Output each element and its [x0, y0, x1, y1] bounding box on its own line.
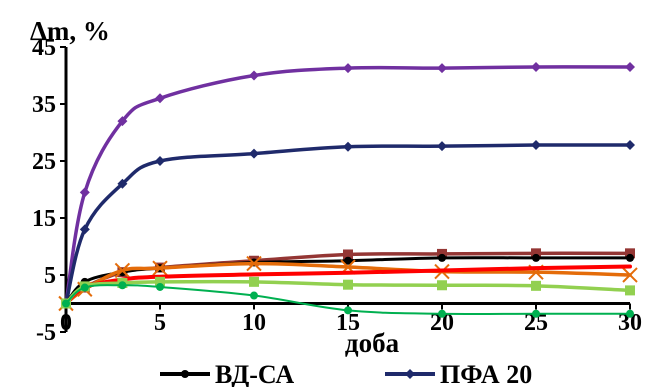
data-point [343, 279, 353, 290]
data-point [438, 253, 446, 262]
x-tick-label: 0 [60, 310, 72, 336]
data-point [249, 70, 259, 81]
legend-item-1: ПФА 20 [385, 360, 532, 387]
data-point [246, 255, 262, 272]
x-tick-label: 10 [242, 310, 266, 336]
data-point [117, 178, 128, 189]
marker-stroke [622, 267, 638, 283]
data-point [117, 116, 128, 127]
data-point [249, 276, 259, 287]
marker-stroke [246, 255, 262, 272]
data-point [344, 256, 352, 265]
series-line [64, 261, 632, 306]
legend-item-0: ВД-СА [160, 360, 294, 387]
data-point [437, 63, 447, 74]
data-point [114, 262, 131, 279]
data-point [344, 306, 352, 315]
legend-marker [405, 369, 415, 379]
x-tick-label: 5 [154, 310, 166, 336]
data-point [531, 280, 541, 291]
series-1 [61, 140, 635, 309]
data-point [250, 291, 258, 300]
y-tick-label: 5 [44, 263, 56, 289]
series-line [64, 256, 632, 305]
data-point [155, 93, 165, 104]
data-point [625, 61, 635, 72]
data-point [62, 299, 70, 308]
legend: ВД-СА ПФА 20 [160, 360, 532, 387]
series-layer [58, 61, 638, 318]
legend-label: ВД-СА [215, 360, 294, 387]
data-point [343, 249, 353, 260]
data-point [532, 253, 540, 262]
data-point [80, 283, 89, 292]
data-point [626, 253, 634, 262]
series-line [65, 284, 631, 316]
series-line [64, 279, 632, 306]
data-point [118, 281, 127, 290]
data-point [79, 187, 90, 198]
data-point [343, 63, 353, 74]
y-axis-title: Δm, % [30, 16, 110, 46]
data-point [437, 141, 447, 152]
data-point [79, 224, 90, 235]
data-point [155, 156, 165, 166]
data-point [531, 61, 541, 72]
data-point [249, 148, 259, 159]
data-point [626, 309, 634, 318]
data-point [532, 309, 540, 318]
y-tick-label: 15 [32, 206, 56, 232]
data-point [343, 141, 353, 152]
data-point [531, 140, 541, 151]
marker-stroke [152, 260, 168, 276]
x-axis-title: доба [345, 328, 400, 358]
data-point [531, 248, 541, 259]
data-point [438, 309, 446, 318]
y-tick-label: 45 [32, 35, 56, 61]
data-point [622, 267, 638, 283]
marker-stroke [114, 262, 131, 279]
legend-label: ПФА 20 [440, 360, 532, 387]
data-point [152, 260, 168, 276]
data-point [625, 248, 635, 259]
series-0 [61, 61, 635, 309]
y-tick-label: 25 [32, 149, 56, 175]
data-point [155, 276, 165, 287]
y-tick-label: 35 [32, 92, 56, 118]
data-point [625, 140, 635, 151]
y-tick-label: -5 [36, 320, 56, 346]
series-line [64, 143, 632, 306]
data-point [156, 282, 164, 291]
legend-marker [181, 370, 189, 378]
data-point [625, 285, 635, 296]
data-point [437, 280, 447, 291]
series-7 [62, 281, 634, 318]
